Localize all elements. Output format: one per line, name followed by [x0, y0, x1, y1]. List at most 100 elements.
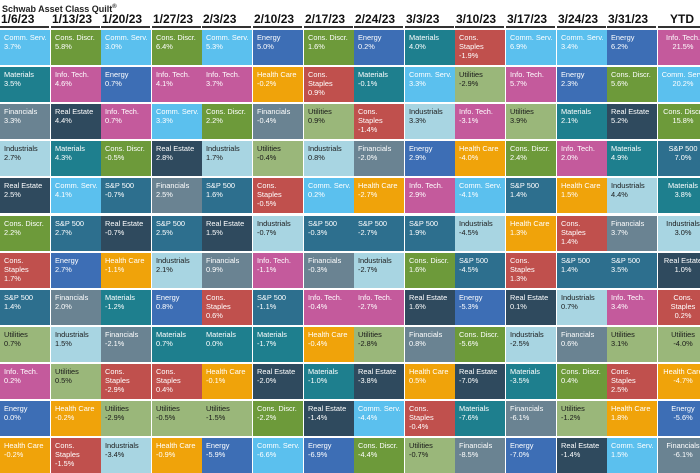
sector-label: Utilities: [308, 107, 332, 116]
return-value: 3.7%: [611, 228, 628, 237]
return-value: -1.1%: [105, 265, 125, 274]
quilt-cell: Health Care -0.1%: [202, 364, 252, 399]
sector-label: Real Estate: [409, 293, 448, 302]
quilt-cell: Info. Tech. 4.6%: [51, 67, 101, 102]
return-value: 4.4%: [55, 116, 72, 125]
sector-label: Real Estate: [308, 404, 347, 413]
return-value: -2.0%: [257, 376, 277, 385]
sector-label: Health Care: [4, 441, 44, 450]
quilt-cell: S&P 500 1.4%: [557, 253, 607, 288]
sector-label: Real Estate: [55, 107, 94, 116]
return-value: 2.9%: [409, 190, 426, 199]
quilt-cell: Industrials 1.7%: [202, 141, 252, 176]
sector-label: S&P 500: [308, 219, 338, 228]
quilt-cell: Industrials -2.5%: [506, 327, 556, 362]
return-value: 3.3%: [4, 116, 21, 125]
return-value: 3.3%: [409, 79, 426, 88]
sector-label: S&P 500: [206, 181, 236, 190]
return-value: -5.3%: [459, 302, 479, 311]
quilt-cell: Energy 2.7%: [51, 253, 101, 288]
quilt-cell: Cons. Staples -1.4%: [354, 104, 404, 139]
return-value: 2.0%: [561, 153, 578, 162]
sector-label: Real Estate: [257, 367, 296, 376]
sector-label: Cons. Staples: [561, 219, 586, 237]
column-header: 3/24/23: [557, 12, 606, 28]
quilt-cell: Real Estate 1.5%: [202, 216, 252, 251]
return-value: 1.4%: [4, 302, 21, 311]
quilt-cell: Info. Tech. 4.1%: [152, 67, 202, 102]
return-value: -1.2%: [105, 302, 125, 311]
sector-label: Materials: [459, 404, 489, 413]
sector-label: Industrials: [308, 144, 342, 153]
return-value: -0.7%: [105, 190, 125, 199]
sector-label: Materials: [561, 107, 591, 116]
sector-label: Cons. Staples: [257, 181, 282, 199]
quilt-cell: S&P 500 -0.3%: [304, 216, 354, 251]
sector-label: Cons. Staples: [308, 70, 333, 88]
return-value: 0.7%: [4, 339, 21, 348]
sector-label: Utilities: [510, 107, 534, 116]
sector-label: Health Care: [55, 404, 95, 413]
sector-label: Cons. Discr.: [358, 441, 398, 450]
return-value: 3.5%: [611, 265, 628, 274]
return-value: 1.7%: [4, 274, 21, 283]
sector-label: Financials: [105, 330, 139, 339]
sector-label: Financials: [358, 144, 392, 153]
return-value: -3.4%: [105, 450, 125, 459]
sector-label: Utilities: [671, 330, 695, 339]
sector-label: Real Estate: [105, 219, 144, 228]
quilt-cell: Real Estate 5.2%: [607, 104, 657, 139]
sector-label: Financials: [611, 219, 645, 228]
quilt-cell: Health Care -0.2%: [0, 438, 50, 473]
sector-label: Energy: [308, 441, 332, 450]
sector-label: Health Care: [105, 256, 145, 265]
sector-label: Cons. Staples: [459, 33, 484, 51]
sector-label: Cons. Discr.: [257, 404, 297, 413]
return-value: 1.9%: [409, 228, 426, 237]
quilt-cell: Materials 4.0%: [405, 30, 455, 65]
sector-label: Comm. Serv.: [105, 33, 148, 42]
quilt-cell: Industrials -3.4%: [101, 438, 151, 473]
return-value: 0.8%: [308, 153, 325, 162]
sector-label: Cons. Discr.: [459, 330, 499, 339]
sector-label: Utilities: [561, 404, 585, 413]
sector-label: Energy: [358, 33, 382, 42]
quilt-cell: Real Estate 1.0%: [658, 253, 700, 288]
return-value: 5.8%: [55, 42, 72, 51]
sector-label: Real Estate: [156, 144, 195, 153]
return-value: -0.7%: [257, 228, 277, 237]
quilt-cell: Comm. Serv. -6.6%: [253, 438, 303, 473]
quilt-cell: Utilities -0.4%: [253, 141, 303, 176]
return-value: -1.7%: [257, 339, 277, 348]
quilt-cell: Energy -7.0%: [506, 438, 556, 473]
sector-label: Real Estate: [611, 107, 650, 116]
quilt-cell: Info. Tech. 3.4%: [607, 290, 657, 325]
return-value: 1.6%: [409, 265, 426, 274]
sector-label: Cons. Staples: [156, 367, 181, 385]
return-value: 3.0%: [674, 228, 692, 237]
quilt-cell: Cons. Staples -2.9%: [101, 364, 151, 399]
return-value: 4.0%: [409, 42, 426, 51]
sector-label: Info. Tech.: [459, 107, 493, 116]
return-value: 2.5%: [4, 190, 21, 199]
return-value: 3.4%: [561, 42, 578, 51]
quilt-cell: Cons. Discr. 2.2%: [0, 216, 50, 251]
quilt-cell: Industrials 4.4%: [607, 178, 657, 213]
quilt-cell: Cons. Discr. 1.6%: [405, 253, 455, 288]
sector-label: Energy: [257, 33, 281, 42]
quilt-cell: Financials -2.0%: [354, 141, 404, 176]
sector-label: Industrials: [257, 219, 291, 228]
return-value: 3.5%: [4, 79, 21, 88]
sector-label: Financials: [55, 293, 89, 302]
quilt-cell: Financials 0.6%: [557, 327, 607, 362]
return-value: 2.8%: [156, 153, 173, 162]
column-header: 1/20/23: [101, 12, 150, 28]
quilt-cell: Cons. Staples -1.5%: [51, 438, 101, 473]
sector-label: Materials: [156, 330, 186, 339]
sector-label: Health Care: [663, 367, 700, 376]
sector-label: Financials: [257, 107, 291, 116]
sector-label: S&P 500: [105, 181, 135, 190]
quilt-cell: Info. Tech. -2.7%: [354, 290, 404, 325]
sector-label: Health Care: [358, 181, 398, 190]
quilt-cell: S&P 500 1.9%: [405, 216, 455, 251]
